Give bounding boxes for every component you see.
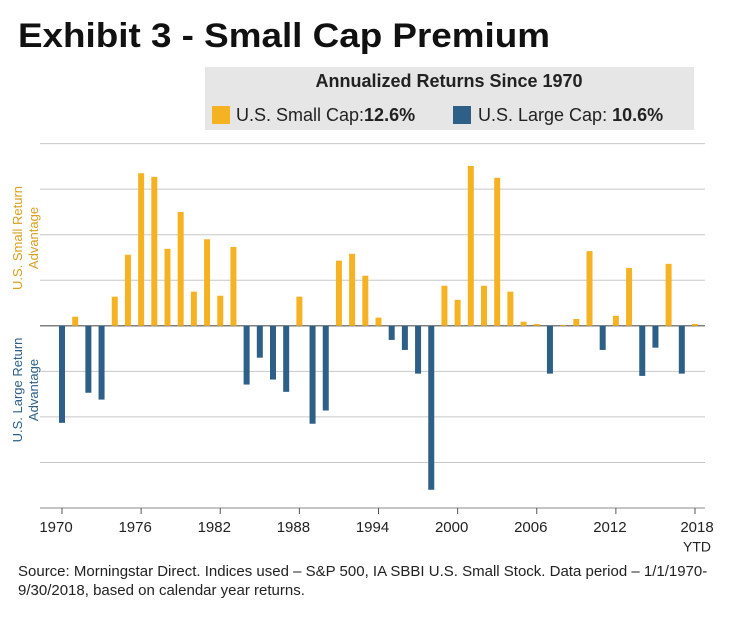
bar: [349, 253, 356, 326]
bar: [256, 325, 263, 358]
x-tick-label: 1976: [118, 519, 151, 536]
bar: [560, 324, 567, 326]
bar: [98, 325, 105, 400]
bar: [612, 315, 619, 326]
x-tick-label: 1988: [277, 519, 310, 536]
bar: [309, 325, 316, 424]
bar: [335, 260, 342, 326]
bar: [415, 325, 422, 374]
legend-swatch: [212, 106, 230, 124]
source-box: Source: Morningstar Direct. Indices used…: [18, 563, 708, 599]
x-tick-label: 1994: [356, 519, 389, 536]
source-note: Source: Morningstar Direct. Indices used…: [18, 563, 708, 599]
bar: [322, 325, 329, 411]
x-tick-label: 2018: [680, 519, 713, 536]
y-axis-label: U.S. Large ReturnAdvantage: [10, 338, 41, 443]
y-axis-label: U.S. Small ReturnAdvantage: [10, 186, 41, 290]
bar: [283, 325, 290, 392]
bar: [177, 211, 184, 326]
legend-swatch: [453, 106, 471, 124]
bar: [639, 325, 646, 376]
bar: [494, 177, 501, 326]
bar: [151, 176, 158, 326]
bar: [217, 295, 224, 326]
bar: [520, 321, 527, 326]
x-tick-note: YTD: [683, 539, 711, 555]
bar: [362, 275, 369, 326]
bar: [59, 325, 65, 423]
bar: [652, 325, 659, 348]
bar: [270, 325, 276, 380]
bar: [692, 323, 698, 326]
bar: [586, 251, 593, 326]
chart-title: Exhibit 3 - Small Cap Premium: [18, 17, 550, 55]
bar: [665, 263, 672, 326]
bar: [467, 165, 474, 326]
legend-label: U.S. Large Cap: 10.6%: [478, 105, 663, 125]
x-tick-label: 2000: [435, 519, 468, 536]
bar: [190, 291, 197, 326]
x-tick-label: 2006: [514, 519, 547, 536]
x-tick-label: 1970: [39, 519, 72, 536]
x-tick-label: 2012: [593, 519, 626, 536]
bar: [533, 323, 540, 326]
bar: [454, 299, 461, 326]
bar: [573, 318, 580, 326]
x-tick-label: 1982: [198, 519, 231, 536]
bar: [678, 325, 685, 374]
bar: [388, 325, 395, 340]
bar: [204, 239, 211, 326]
bar: [243, 325, 250, 385]
bar: [441, 285, 448, 326]
bar: [401, 325, 408, 350]
bar: [138, 173, 145, 326]
bar: [85, 325, 92, 393]
legend-box: [205, 67, 694, 130]
bar: [111, 296, 118, 326]
bar: [164, 248, 171, 326]
bar: [296, 296, 303, 326]
bar: [599, 325, 606, 350]
bar: [428, 325, 435, 490]
legend-title: Annualized Returns Since 1970: [315, 71, 582, 91]
bar: [626, 267, 633, 326]
bar: [124, 254, 131, 326]
bar: [546, 325, 553, 374]
bar: [507, 291, 514, 326]
bar: [230, 246, 237, 326]
legend-label: U.S. Small Cap:12.6%: [236, 105, 415, 125]
bar: [375, 317, 382, 326]
bar: [481, 285, 487, 326]
bar: [72, 316, 79, 326]
